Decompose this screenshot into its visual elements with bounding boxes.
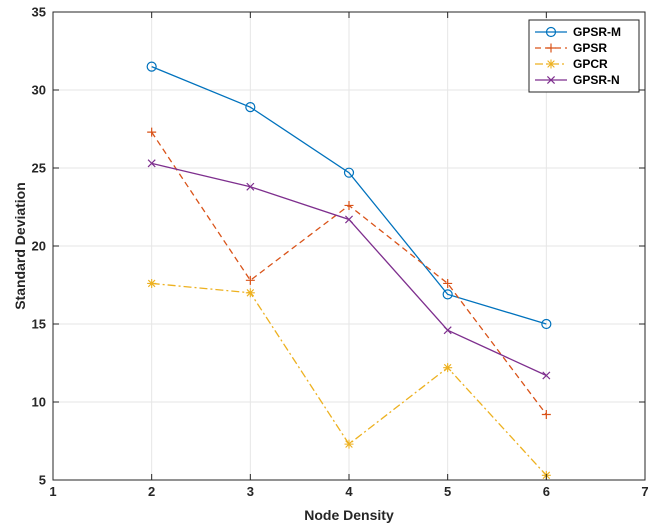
data-point-gpsr-n — [147, 159, 156, 168]
series-gpsr-n — [147, 159, 551, 380]
series-gpsr — [147, 127, 551, 419]
data-point-gpsr — [443, 278, 453, 288]
y-tick-label: 5 — [39, 473, 46, 488]
data-point-gpsr — [147, 127, 157, 137]
data-point-gpcr — [344, 439, 354, 449]
legend-marker — [546, 59, 556, 69]
series-line-gpsr-m — [151, 65, 547, 325]
legend-item-gpsr-n: GPSR-N — [535, 73, 620, 87]
data-point-gpsr — [245, 275, 255, 285]
x-tick-label: 5 — [444, 484, 451, 499]
data-point-gpsr-m — [146, 61, 157, 72]
data-point-gpsr — [541, 409, 551, 419]
data-point-gpsr-n — [542, 371, 551, 380]
legend-label: GPSR — [573, 41, 607, 55]
x-tick-label: 2 — [148, 484, 155, 499]
legend-label: GPCR — [573, 57, 608, 71]
x-tick-label: 1 — [49, 484, 56, 499]
legend-marker — [546, 75, 556, 85]
legend-item-gpsr-m: GPSR-M — [535, 25, 621, 39]
series-gpsr-m — [146, 61, 552, 330]
y-tick-label: 35 — [32, 5, 46, 20]
data-point-gpsr-m — [541, 318, 552, 330]
x-tick-label: 6 — [543, 484, 550, 499]
y-tick-label: 20 — [32, 239, 46, 254]
data-point-gpcr — [443, 363, 453, 373]
data-point-gpsr-n — [246, 182, 255, 191]
legend-item-gpsr: GPSR — [535, 41, 607, 55]
legend-label: GPSR-M — [573, 25, 621, 39]
data-point-gpsr-m — [245, 102, 256, 113]
series-layer — [146, 61, 552, 480]
data-point-gpsr-m — [442, 289, 453, 300]
y-tick-label: 25 — [32, 161, 46, 176]
data-point-gpcr — [245, 288, 255, 298]
data-point-gpsr — [344, 200, 354, 210]
x-tick-label: 4 — [345, 484, 353, 499]
axis-ticks: 1 2 3 4 5 6 7 5 10 15 20 25 30 35 — [32, 5, 649, 500]
legend: GPSR-M GPSR GPCR GPSR-N — [528, 19, 640, 93]
legend-marker — [546, 43, 556, 53]
x-axis-label: Node Density — [304, 507, 394, 523]
legend-label: GPSR-N — [573, 73, 620, 87]
x-tick-label: 7 — [641, 484, 648, 499]
y-tick-label: 10 — [32, 395, 46, 410]
legend-item-gpcr: GPCR — [535, 57, 608, 71]
y-tick-label: 15 — [32, 317, 46, 332]
series-gpcr — [147, 278, 551, 480]
data-point-gpsr-m — [343, 167, 355, 178]
y-tick-label: 30 — [32, 83, 46, 98]
legend-marker — [545, 26, 557, 38]
y-axis-label: Standard Deviation — [12, 182, 28, 310]
x-tick-label: 3 — [247, 484, 254, 499]
data-point-gpsr-n — [443, 326, 452, 335]
data-point-gpsr-n — [344, 215, 354, 224]
data-point-gpcr — [147, 278, 157, 288]
